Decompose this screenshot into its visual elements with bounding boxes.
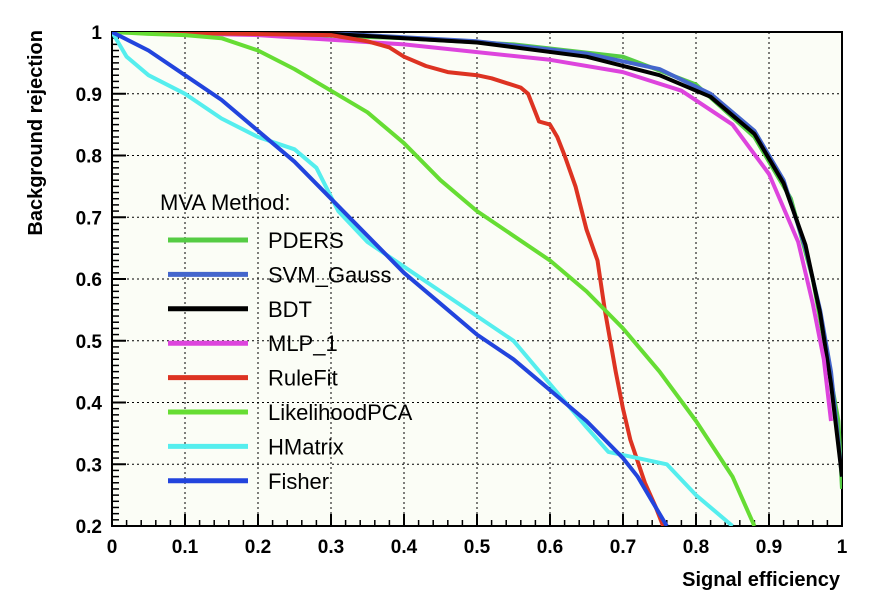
legend-label: RuleFit <box>268 366 338 391</box>
y-tick-label: 0.4 <box>76 394 103 415</box>
axis-ticks: 0 0.1 0.2 0.3 0.4 0.5 0.6 0.7 0.8 0.9 1 0.2 0.3 0.4 0.… <box>76 23 848 558</box>
y-tick-label: 0.6 <box>76 270 102 291</box>
series-line-rulefit <box>112 32 665 526</box>
y-tick-label: 0.7 <box>76 208 102 229</box>
series-group <box>112 32 842 526</box>
x-tick-label: 1 <box>837 537 848 558</box>
series-line-bdt <box>112 32 842 477</box>
legend-label: Fisher <box>268 469 329 494</box>
x-tick-label: 0.1 <box>172 537 199 558</box>
x-tick-label: 0.3 <box>318 537 344 558</box>
legend-label: PDERS <box>268 228 344 253</box>
x-tick-label: 0.8 <box>683 537 709 558</box>
y-tick-label: 0.3 <box>76 455 102 476</box>
legend-label: BDT <box>268 297 312 322</box>
y-axis-title: Background rejection <box>25 30 47 236</box>
y-tick-label: 0.8 <box>76 147 102 168</box>
x-tick-label: 0.7 <box>610 537 636 558</box>
y-tick-label: 0.2 <box>76 517 102 538</box>
y-tick-label: 0.9 <box>76 85 102 106</box>
x-tick-label: 0.6 <box>537 537 563 558</box>
y-tick-label: 0.5 <box>76 332 103 353</box>
legend-label: LikelihoodPCA <box>268 400 413 425</box>
legend: MVA Method: PDERS SVM_Gauss BDT MLP_1 RuleFi… <box>160 190 413 494</box>
x-axis-title: Signal efficiency <box>682 569 841 591</box>
grid <box>112 32 842 526</box>
legend-label: MLP_1 <box>268 331 338 356</box>
series-line-fisher <box>112 32 669 526</box>
series-line-likelihoodpca <box>112 32 757 526</box>
y-tick-label: 1 <box>91 23 102 44</box>
series-line-hmatrix <box>112 32 734 526</box>
x-tick-label: 0.9 <box>756 537 782 558</box>
legend-label: SVM_Gauss <box>268 262 392 287</box>
x-tick-label: 0.4 <box>391 537 418 558</box>
x-tick-label: 0 <box>107 537 118 558</box>
legend-title: MVA Method: <box>160 190 290 215</box>
legend-label: HMatrix <box>268 434 344 459</box>
x-tick-label: 0.5 <box>464 537 491 558</box>
x-tick-label: 0.2 <box>245 537 271 558</box>
